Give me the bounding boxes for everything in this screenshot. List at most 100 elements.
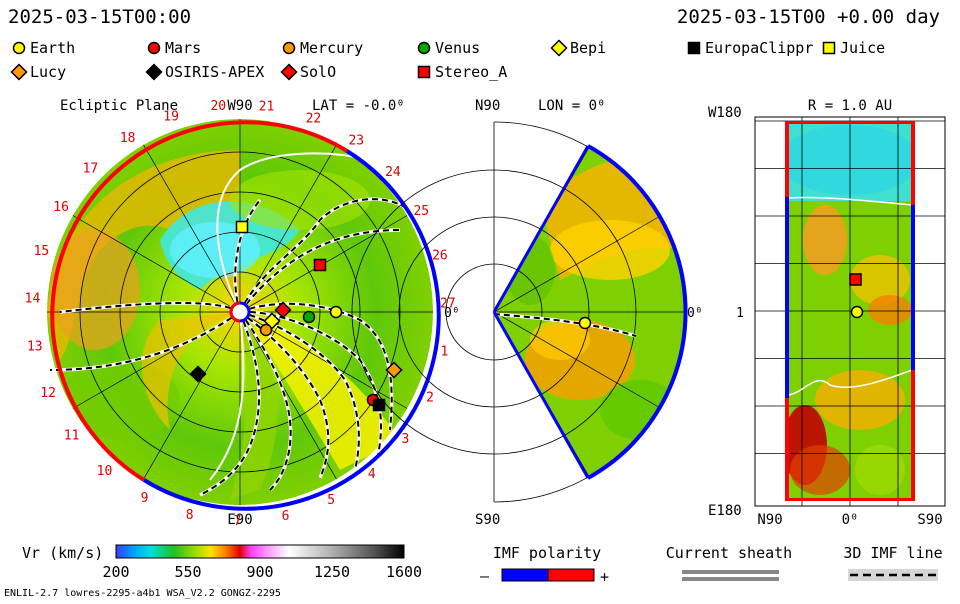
meridional-grid-line (493, 216, 659, 313)
meridional-top-label: N90 (475, 98, 500, 114)
carrington-number: 21 (259, 100, 275, 115)
imf-line-key: 3D IMF line (843, 544, 943, 581)
meridional-right-label: 0⁰ (687, 306, 703, 321)
venus-marker (302, 310, 316, 324)
carrington-number: 12 (40, 386, 56, 401)
ecliptic-title: Ecliptic Plane (60, 98, 178, 114)
osiris-apex-marker (189, 365, 207, 383)
current-sheath-line-2 (682, 577, 779, 581)
ecliptic-current-sheath (209, 311, 245, 481)
colorbar-ticks: 200 550 900 1250 1600 (102, 563, 422, 581)
carrington-number: 22 (306, 111, 322, 126)
current-sheath-title: Current sheath (666, 544, 792, 562)
model-info: ENLIL-2.7 lowres-2295-a4b1 WSA_V2.2 GONG… (4, 588, 281, 599)
legend-label-lucy: Lucy (30, 63, 66, 81)
legend-marker-solo (280, 63, 298, 81)
legend-marker-mars (147, 41, 161, 55)
colorbar-gradient (115, 544, 405, 559)
meridional-edge-top (492, 145, 590, 313)
ecliptic-top-label: W90 (227, 98, 252, 114)
carrington-number: 10 (97, 464, 113, 479)
carrington-number: 26 (432, 249, 448, 264)
solo-marker (274, 301, 292, 319)
legend-marker-bepi (550, 39, 568, 57)
carrington-number: 2 (426, 391, 434, 406)
stereo-a-marker (313, 258, 327, 272)
colorbar-tick-label: 1600 (386, 563, 422, 581)
radial-panel: R = 1.0 AU W180 1 E180 N90 0⁰ S90 (708, 98, 946, 528)
carrington-number: 8 (186, 508, 194, 523)
ecliptic-imf-line (234, 199, 261, 313)
juice-marker (235, 220, 249, 234)
legend-marker-osiris-apex (145, 63, 163, 81)
meridional-earth-marker (578, 316, 592, 330)
legend-label-earth: Earth (30, 39, 75, 57)
colorbar-tick-label: 900 (246, 563, 273, 581)
europa-clipper-marker (372, 398, 386, 412)
legend-marker-stereo-a (417, 65, 431, 79)
ecliptic-right-label: 0⁰ (444, 306, 460, 321)
meridional-lon-label: LON = 0⁰ (538, 98, 605, 114)
meridional-speed-field (494, 146, 686, 478)
radial-bottom-edge (786, 498, 914, 501)
carrington-number: 18 (120, 131, 136, 146)
radial-x-right: S90 (917, 512, 942, 528)
meridional-polarity-rim (587, 144, 688, 480)
carrington-number: 4 (368, 467, 376, 482)
ecliptic-lat-label: LAT = -0.0⁰ (312, 98, 405, 114)
carrington-number: 13 (27, 340, 43, 355)
carrington-number: 5 (327, 493, 335, 508)
ecliptic-grid-line (239, 311, 337, 480)
carrington-number: 9 (141, 491, 149, 506)
carrington-number: 14 (25, 292, 41, 307)
radial-x-mid: 0⁰ (842, 512, 859, 528)
legend-marker-juice (822, 41, 836, 55)
imf-line-title: 3D IMF line (843, 544, 942, 562)
ecliptic-bottom-label: E90 (227, 512, 252, 528)
radial-bottom-left: E180 (708, 503, 742, 519)
ecliptic-imf-line (49, 311, 241, 371)
legend-label-bepi: Bepi (570, 39, 606, 57)
carrington-number: 16 (53, 200, 69, 215)
carrington-number: 7 (234, 514, 242, 529)
radial-x-left: N90 (757, 512, 782, 528)
mercury-marker (259, 323, 273, 337)
ecliptic-grid-line (143, 311, 241, 480)
imf-polarity-minus: – (480, 567, 490, 585)
legend-label-osiris-apex: OSIRIS-APEX (165, 63, 264, 81)
meridional-imf-line (493, 313, 637, 337)
meridional-bottom-label: S90 (475, 512, 500, 528)
legend-marker-earth (12, 41, 26, 55)
colorbar-label: Vr (km/s) (22, 544, 103, 562)
ecliptic-imf-line (239, 311, 292, 491)
imf-polarity-title: IMF polarity (493, 544, 601, 562)
lucy-marker (385, 361, 403, 379)
legend-label-solo: SolO (300, 63, 336, 81)
ecliptic-spacecraft-markers (189, 220, 403, 412)
carrington-number: 17 (83, 162, 99, 177)
imf-polarity-positive-swatch (547, 568, 595, 582)
current-sheath-line-1 (682, 570, 779, 574)
carrington-number: 19 (163, 110, 179, 125)
carrington-rotation-numbers: 20 21222324252627123456789101112131415161… (25, 99, 456, 529)
radial-current-sheath (788, 369, 913, 396)
ecliptic-panel: Ecliptic Plane W90 LAT = -0.0⁰ E90 0⁰ 20… (25, 98, 460, 529)
legend-label-juice: Juice (840, 39, 885, 57)
legend-label-stereo-a: Stereo_A (435, 63, 507, 81)
ecliptic-imf-line (59, 302, 241, 313)
legend-marker-venus (417, 41, 431, 55)
legend-marker-europaclippr (687, 41, 701, 55)
imf-polarity-key: IMF polarity – + (480, 544, 609, 586)
carrington-number: 1 (440, 345, 448, 360)
ecliptic-grid-line (143, 144, 241, 313)
carrington-number: 23 (348, 134, 364, 149)
carrington-number: 24 (385, 165, 401, 180)
colorbar-tick-label: 550 (174, 563, 201, 581)
colorbar-tick-label: 200 (102, 563, 129, 581)
legend-label-mars: Mars (165, 39, 201, 57)
radial-mid-left: 1 (736, 306, 744, 321)
colorbar-tick-label: 1250 (314, 563, 350, 581)
imf-polarity-negative-swatch (501, 568, 549, 582)
colorbar: Vr (km/s) 200 550 900 1250 1600 (22, 544, 422, 581)
sun-half-icon (229, 301, 241, 323)
